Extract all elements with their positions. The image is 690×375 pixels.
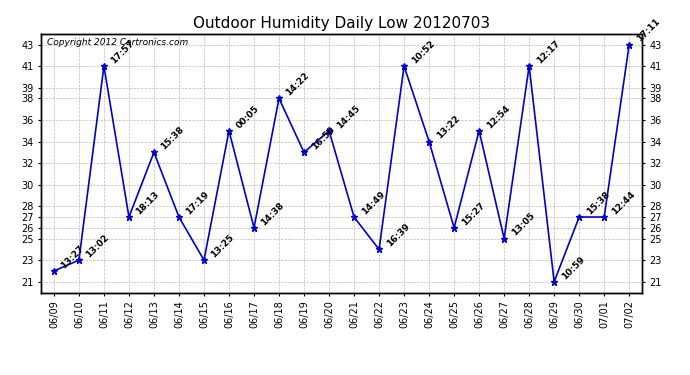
Text: 13:02: 13:02 [84, 233, 111, 260]
Text: 14:49: 14:49 [359, 189, 386, 216]
Text: 12:54: 12:54 [484, 103, 511, 130]
Text: 17:11: 17:11 [635, 17, 662, 44]
Text: 10:59: 10:59 [560, 254, 586, 281]
Text: 10:52: 10:52 [410, 39, 436, 65]
Text: 17:19: 17:19 [184, 189, 211, 216]
Text: 16:39: 16:39 [384, 222, 411, 249]
Title: Outdoor Humidity Daily Low 20120703: Outdoor Humidity Daily Low 20120703 [193, 16, 490, 31]
Text: 13:27: 13:27 [59, 243, 86, 270]
Text: 00:05: 00:05 [235, 104, 261, 130]
Text: 15:38: 15:38 [159, 125, 186, 152]
Text: 16:50: 16:50 [310, 125, 336, 152]
Text: 12:17: 12:17 [535, 39, 562, 65]
Text: 14:38: 14:38 [259, 200, 286, 227]
Text: 12:44: 12:44 [610, 189, 636, 216]
Text: 18:13: 18:13 [135, 190, 161, 216]
Text: 14:45: 14:45 [335, 103, 362, 130]
Text: 15:27: 15:27 [460, 200, 486, 227]
Text: 17:57: 17:57 [110, 39, 136, 65]
Text: 13:05: 13:05 [510, 211, 536, 238]
Text: 13:22: 13:22 [435, 114, 461, 141]
Text: 14:22: 14:22 [284, 71, 311, 98]
Text: 15:38: 15:38 [584, 190, 611, 216]
Text: Copyright 2012 Cartronics.com: Copyright 2012 Cartronics.com [48, 38, 188, 46]
Text: 13:25: 13:25 [210, 233, 236, 260]
